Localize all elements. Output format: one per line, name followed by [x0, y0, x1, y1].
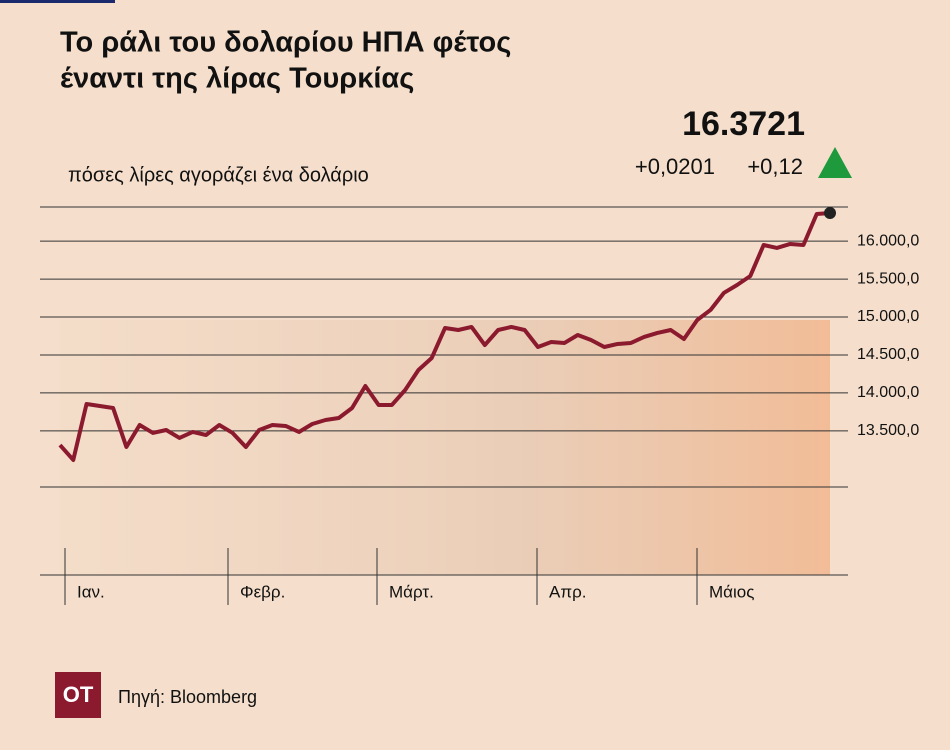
last-value: 16.3721 — [682, 105, 805, 143]
logo — [55, 672, 101, 718]
up-arrow — [818, 147, 852, 178]
x-tick-label: Μάρτ. — [389, 582, 434, 601]
change: +0,0201 — [635, 154, 715, 179]
y-tick-label: 15.000,0 — [857, 308, 919, 325]
x-tick-label: Απρ. — [549, 582, 586, 601]
top-accent — [0, 0, 115, 3]
y-axis-label: πόσες λίρες αγοράζει ένα δολάριο — [68, 164, 369, 186]
x-tick-label: Ιαν. — [77, 582, 105, 601]
end-dot — [824, 206, 836, 219]
x-tick-label: Μάιος — [709, 582, 754, 601]
chart-subtitle: έναντι της λίρας Τουρκίας — [60, 63, 414, 95]
background-photo — [60, 320, 830, 575]
y-tick-label: 13.500,0 — [857, 422, 919, 439]
chart-title: Το ράλι του δολαρίου ΗΠΑ φέτος — [60, 27, 511, 59]
line — [58, 210, 831, 462]
y-tick-label: 14.500,0 — [857, 346, 919, 363]
source: Πηγή: Bloomberg — [118, 687, 257, 707]
x-tick-label: Φεβρ. — [240, 582, 285, 601]
logo-text: OT — [63, 682, 94, 707]
y-tick-label: 16.000,0 — [857, 232, 919, 249]
y-tick-label: 14.000,0 — [857, 384, 919, 401]
change-pct: +0,12 — [747, 154, 803, 179]
y-tick-label: 15.500,0 — [857, 270, 919, 287]
